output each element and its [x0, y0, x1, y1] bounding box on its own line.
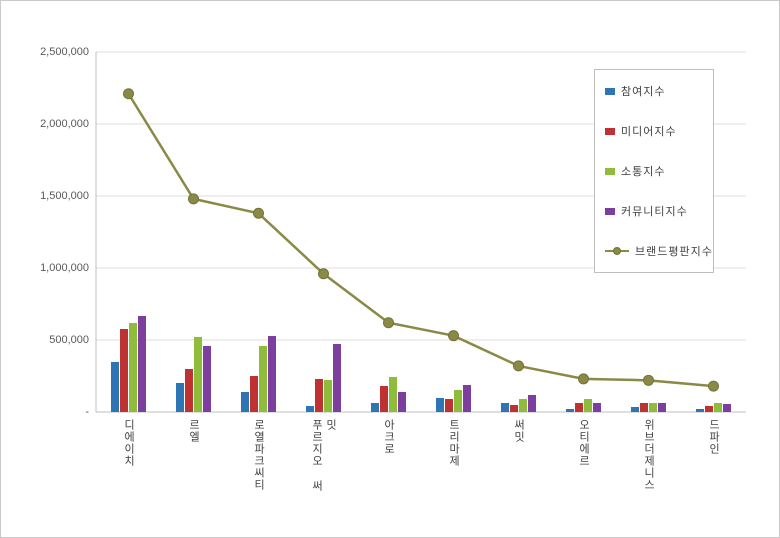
x-category-label-wrap: 디에이치: [97, 419, 161, 497]
y-tick-label: -: [85, 406, 89, 418]
x-category-label-wrap: 푸르지오 써밋: [292, 419, 356, 497]
bar-소통지수: [649, 403, 657, 412]
x-category-label-wrap: 오티에르: [552, 419, 616, 497]
legend-line-marker-icon: [605, 246, 629, 256]
x-category-label: 디에이치: [122, 419, 135, 467]
bar-미디어지수: [380, 386, 388, 412]
legend-label: 참여지수: [621, 86, 666, 98]
legend-swatch-icon: [605, 127, 615, 135]
legend-swatch-icon: [605, 167, 615, 175]
x-category-label: 위브더제니스: [642, 419, 655, 491]
bar-커뮤니티지수: [203, 346, 211, 412]
bar-커뮤니티지수: [658, 403, 666, 412]
bar-미디어지수: [510, 405, 518, 412]
x-category-label-wrap: 위브더제니스: [617, 419, 681, 497]
bar-소통지수: [389, 377, 397, 412]
bar-소통지수: [714, 403, 722, 412]
y-tick-label: 500,000: [49, 334, 89, 346]
bar-참여지수: [501, 403, 509, 412]
bar-커뮤니티지수: [463, 385, 471, 412]
bar-커뮤니티지수: [723, 404, 731, 412]
bar-소통지수: [129, 323, 137, 412]
legend-entry-브랜드평판지수: 브랜드평판지수: [605, 243, 712, 259]
bar-미디어지수: [120, 329, 128, 412]
legend-entry-미디어지수: 미디어지수: [605, 123, 709, 139]
bar-미디어지수: [575, 403, 583, 412]
bar-미디어지수: [185, 369, 193, 412]
legend-label: 커뮤니티지수: [621, 206, 688, 218]
bar-커뮤니티지수: [138, 316, 146, 412]
bar-미디어지수: [250, 376, 258, 412]
bar-참여지수: [241, 392, 249, 412]
x-category-label-wrap: 트리마제: [422, 419, 486, 497]
x-category-label: 트리마제: [447, 419, 460, 467]
x-category-label: 르엘: [187, 419, 200, 443]
legend-label: 브랜드평판지수: [635, 246, 713, 258]
bar-미디어지수: [640, 403, 648, 412]
bar-커뮤니티지수: [528, 395, 536, 412]
bar-커뮤니티지수: [398, 392, 406, 412]
bar-커뮤니티지수: [268, 336, 276, 412]
bar-참여지수: [436, 398, 444, 412]
y-tick-label: 1,000,000: [40, 262, 89, 274]
bar-소통지수: [454, 390, 462, 412]
bar-참여지수: [176, 383, 184, 412]
x-category-label-wrap: 아크로: [357, 419, 421, 497]
bar-소통지수: [259, 346, 267, 412]
bar-소통지수: [194, 337, 202, 412]
legend-label: 미디어지수: [621, 126, 677, 138]
bar-참여지수: [371, 403, 379, 412]
bar-참여지수: [696, 409, 704, 412]
x-category-label: 오티에르: [577, 419, 590, 467]
legend-swatch-icon: [605, 207, 615, 215]
bar-소통지수: [584, 399, 592, 412]
x-category-label: 로열파크씨티: [252, 419, 265, 491]
y-tick-label: 1,500,000: [40, 190, 89, 202]
x-category-label-wrap: 드파인: [682, 419, 746, 497]
x-category-label: 푸르지오 써밋: [310, 419, 337, 492]
legend-label: 소통지수: [621, 166, 666, 178]
bar-참여지수: [111, 362, 119, 412]
bar-커뮤니티지수: [593, 403, 601, 412]
x-category-label: 써밋: [512, 419, 525, 443]
bar-소통지수: [324, 380, 332, 412]
x-category-label-wrap: 르엘: [162, 419, 226, 497]
bar-참여지수: [306, 406, 314, 412]
bar-미디어지수: [445, 399, 453, 412]
bar-참여지수: [631, 407, 639, 412]
legend-entry-커뮤니티지수: 커뮤니티지수: [605, 203, 709, 219]
x-category-label: 드파인: [707, 419, 720, 455]
x-category-label: 아크로: [382, 419, 395, 455]
x-category-label-wrap: 로열파크씨티: [227, 419, 291, 497]
bar-참여지수: [566, 409, 574, 412]
bar-소통지수: [519, 399, 527, 412]
bar-미디어지수: [315, 379, 323, 412]
x-category-label-wrap: 써밋: [487, 419, 551, 497]
bar-미디어지수: [705, 406, 713, 412]
y-tick-label: 2,000,000: [40, 118, 89, 130]
legend-entry-소통지수: 소통지수: [605, 163, 709, 179]
legend-entry-참여지수: 참여지수: [605, 83, 709, 99]
legend-swatch-icon: [605, 87, 615, 95]
y-tick-label: 2,500,000: [40, 46, 89, 58]
bar-커뮤니티지수: [333, 344, 341, 412]
